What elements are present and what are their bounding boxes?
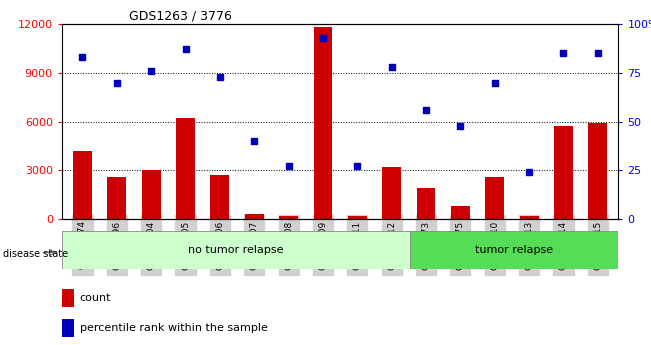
Point — [180, 47, 191, 52]
Text: no tumor relapse: no tumor relapse — [188, 245, 284, 255]
Text: disease state: disease state — [3, 249, 68, 258]
Bar — [62, 289, 74, 307]
Text: percentile rank within the sample: percentile rank within the sample — [79, 323, 268, 333]
Bar — [245, 214, 264, 219]
Text: tumor relapse: tumor relapse — [475, 245, 553, 255]
Bar — [62, 231, 409, 269]
Point — [559, 51, 569, 56]
Point — [592, 51, 603, 56]
Bar — [210, 175, 229, 219]
Point — [77, 55, 88, 60]
Bar — [417, 188, 436, 219]
Point — [318, 35, 328, 41]
Bar — [107, 177, 126, 219]
Bar — [519, 216, 538, 219]
Point — [146, 68, 156, 74]
Bar — [382, 167, 401, 219]
Bar — [409, 231, 618, 269]
Point — [421, 107, 431, 113]
Bar — [279, 216, 298, 219]
Bar — [62, 319, 74, 337]
Point — [111, 80, 122, 86]
Point — [352, 164, 363, 169]
Bar — [73, 151, 92, 219]
Text: GDS1263 / 3776: GDS1263 / 3776 — [129, 10, 232, 23]
Bar — [589, 123, 607, 219]
Point — [249, 138, 260, 144]
Point — [215, 74, 225, 80]
Bar — [348, 216, 367, 219]
Point — [387, 64, 397, 70]
Bar — [142, 170, 161, 219]
Bar — [451, 206, 470, 219]
Point — [455, 123, 465, 128]
Bar — [485, 177, 505, 219]
Point — [283, 164, 294, 169]
Point — [490, 80, 500, 86]
Bar — [554, 127, 573, 219]
Bar — [314, 27, 333, 219]
Bar — [176, 118, 195, 219]
Point — [524, 169, 534, 175]
Text: count: count — [79, 293, 111, 303]
